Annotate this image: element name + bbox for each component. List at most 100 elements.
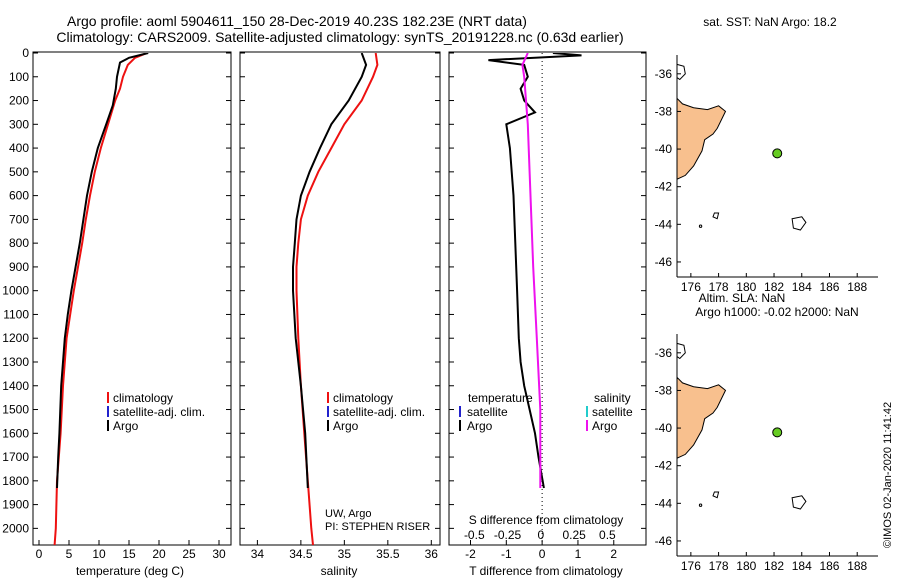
x-tick-label: 34 [251, 547, 265, 561]
sla-map-title-line2: Argo h1000: -0.02 h2000: NaN [695, 305, 858, 319]
x-tick-label: -2 [465, 547, 476, 561]
sal-diff-tick-label: -0.5 [464, 528, 485, 542]
lon-tick-label: 188 [847, 280, 867, 294]
legend-sal-satellite-label: satellite [592, 405, 633, 419]
lon-tick-label: 186 [819, 280, 839, 294]
depth-tick-label: 1100 [3, 307, 29, 321]
salinity-series-argo [292, 53, 368, 489]
legend-argo-swatch [327, 420, 329, 431]
depth-tick-label: 0 [22, 46, 29, 60]
sal-diff-tick-label: -0.25 [494, 528, 522, 542]
x-tick-label: 36 [425, 547, 439, 561]
lat-tick-label: -40 [655, 142, 673, 156]
difference-xlabel: T difference from climatology [469, 564, 623, 578]
lon-tick-label: 188 [847, 559, 867, 573]
float-location-marker [772, 427, 783, 438]
temperature-xlabel: temperature (deg C) [76, 564, 184, 578]
x-tick-label: 0 [36, 547, 43, 561]
x-tick-label: 35.5 [376, 547, 400, 561]
lat-tick-label: -38 [655, 104, 673, 118]
figure-title-line1: Argo profile: aoml 5904611_150 28-Dec-20… [67, 13, 527, 29]
sal-diff-tick-label: 0 [538, 528, 545, 542]
legend-temperature-title: temperature [468, 391, 533, 405]
depth-tick-label: 1900 [2, 498, 29, 512]
lat-tick-label: -46 [655, 534, 673, 548]
depth-tick-label: 1400 [2, 379, 29, 393]
legend-argo-label: Argo [113, 419, 139, 433]
temperature-series-climatology [53, 53, 148, 545]
islet [698, 224, 703, 228]
depth-tick-label: 100 [9, 70, 29, 84]
lon-tick-label: 182 [764, 280, 784, 294]
lon-tick-label: 180 [736, 559, 756, 573]
legend-temp-satellite-label: satellite [467, 405, 508, 419]
difference-legend: temperature satellite Argo salinity sate… [459, 391, 633, 433]
float-location-marker [772, 148, 783, 159]
x-tick-label: 25 [182, 547, 196, 561]
legend-temp-argo-swatch [459, 420, 461, 431]
lat-tick-label: -44 [655, 496, 673, 510]
depth-tick-label: 1600 [2, 426, 29, 440]
figure-title-line2: Climatology: CARS2009. Satellite-adjuste… [56, 29, 623, 45]
depth-tick-label: 1200 [2, 331, 29, 345]
x-tick-label: 0 [539, 547, 546, 561]
salinity-xlabel: salinity [321, 564, 358, 578]
credit-line1: UW, Argo [325, 508, 371, 520]
lat-tick-label: -36 [655, 67, 673, 81]
x-tick-label: 20 [152, 547, 166, 561]
lon-tick-label: 178 [709, 559, 729, 573]
x-tick-label: 1 [575, 547, 582, 561]
x-tick-label: 2 [610, 547, 617, 561]
x-tick-label: -1 [501, 547, 512, 561]
small-island [712, 212, 720, 220]
depth-tick-label: 600 [9, 189, 29, 203]
difference-series-salinity-argo [521, 53, 542, 488]
depth-tick-label: 800 [9, 236, 29, 250]
difference-series-temperature-argo [488, 53, 582, 489]
lon-tick-label: 182 [764, 559, 784, 573]
difference-x-axis: -2 -1 0 1 2 [465, 540, 617, 561]
imos-stamp: ©IMOS 02-Jan-2020 11:41:42 [882, 402, 894, 548]
coast-outline [676, 342, 686, 360]
legend-satellite-label: satellite-adj. clim. [113, 405, 205, 419]
depth-tick-label: 1700 [2, 450, 29, 464]
small-island [712, 491, 720, 499]
lat-tick-label: -42 [655, 459, 673, 473]
sla-map-title-line1: Altim. SLA: NaN [699, 291, 786, 305]
x-tick-label: 35 [338, 547, 352, 561]
lat-tick-label: -38 [655, 383, 673, 397]
x-tick-label: 30 [212, 547, 226, 561]
coast-outline [676, 63, 686, 81]
lon-tick-label: 184 [792, 559, 812, 573]
sal-difference-label: S difference from climatology [469, 513, 624, 527]
legend-climatology-label: climatology [113, 391, 173, 405]
depth-tick-label: 1500 [2, 403, 29, 417]
sal-diff-tick-label: 0.5 [599, 528, 616, 542]
lat-tick-label: -46 [655, 255, 673, 269]
north-island-landmass [676, 97, 727, 180]
salinity-legend: climatology satellite-adj. clim. Argo [327, 391, 425, 433]
legend-temp-argo-label: Argo [467, 419, 493, 433]
lon-tick-label: 184 [792, 280, 812, 294]
lon-tick-label: 180 [736, 280, 756, 294]
legend-satellite-swatch [327, 406, 329, 417]
legend-climatology-label: climatology [333, 391, 393, 405]
depth-tick-label: 400 [9, 141, 29, 155]
legend-argo-swatch [107, 420, 109, 431]
chatham-island [791, 495, 807, 510]
temperature-series-argo [56, 53, 149, 489]
sla-map: -36 -38 -40 -42 -44 -46 176 178 180 182 184 186 188 [655, 334, 878, 573]
chatham-island [791, 216, 807, 231]
difference-panel-frame [448, 51, 647, 546]
legend-climatology-swatch [327, 392, 329, 403]
salinity-x-axis: 34 34.5 35 35.5 36 [251, 540, 439, 561]
lat-tick-label: -40 [655, 421, 673, 435]
lat-tick-label: -42 [655, 180, 673, 194]
salinity-difference-axis: -0.5 -0.25 0 0.25 0.5 [464, 528, 616, 542]
legend-argo-label: Argo [333, 419, 359, 433]
temperature-x-axis: 0 5 10 15 20 25 30 [36, 540, 226, 561]
depth-tick-label: 500 [9, 165, 29, 179]
x-tick-label: 10 [92, 547, 106, 561]
lat-tick-label: -36 [655, 346, 673, 360]
lon-tick-label: 176 [681, 559, 701, 573]
